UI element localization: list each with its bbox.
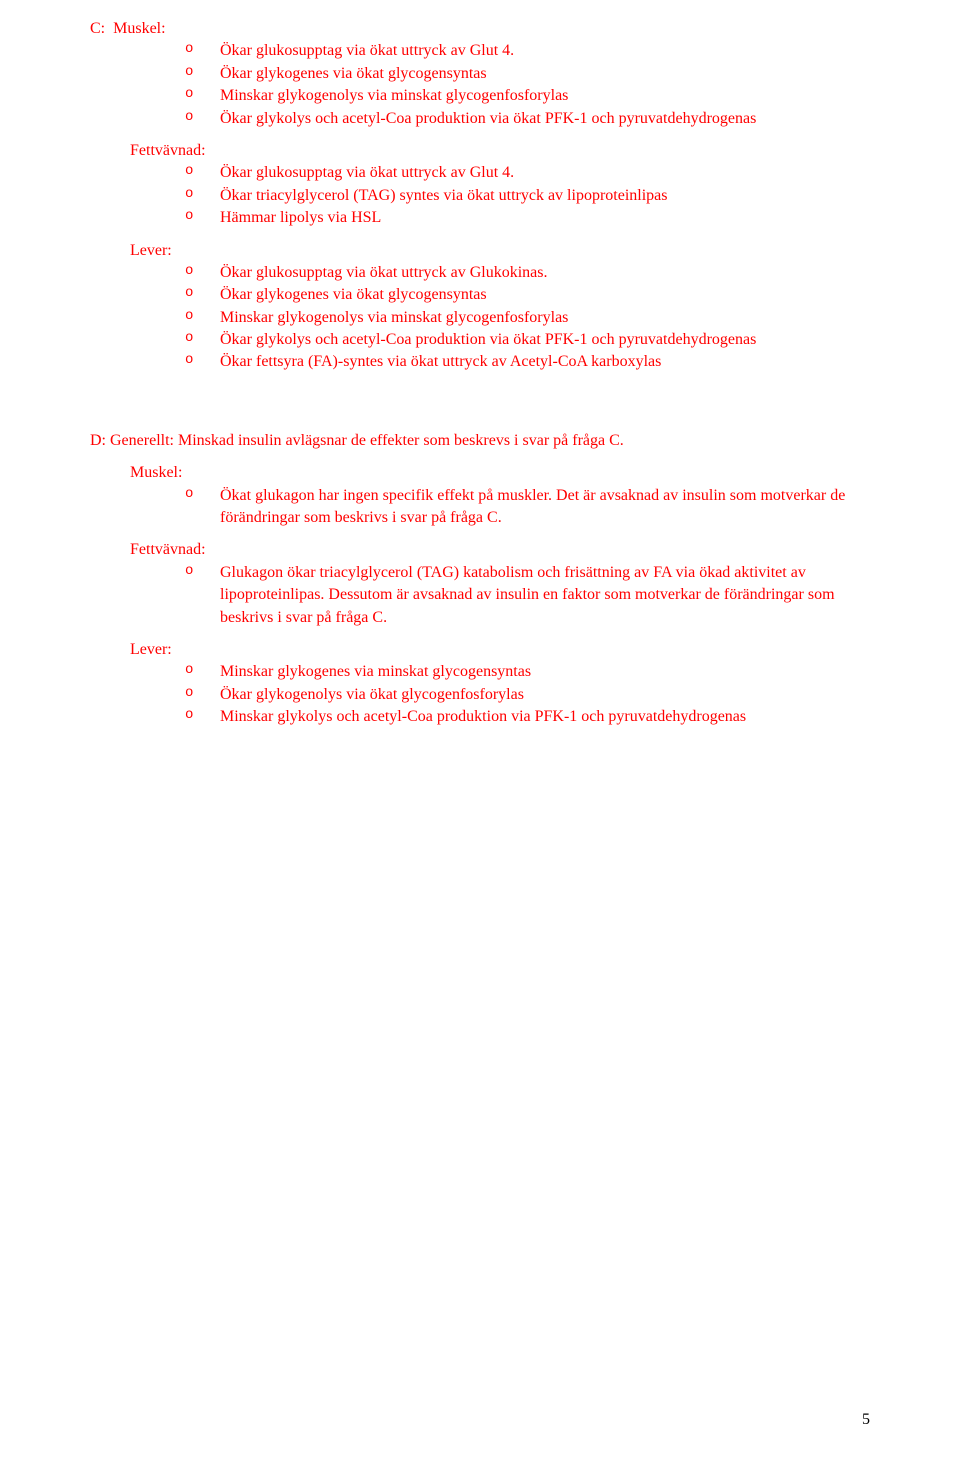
list-item: o Ökar glykogenes via ökat glycogensyntas [90, 63, 870, 85]
bullet-icon: o [185, 63, 193, 83]
section-c-fettvavnad-label: Fettvävnad: [130, 140, 870, 162]
list-item-text: Ökar glukosupptag via ökat uttryck av Gl… [220, 164, 514, 181]
bullet-icon: o [185, 40, 193, 60]
section-d-lever-list: o Minskar glykogenes via minskat glycogen… [90, 661, 870, 728]
list-item: o Ökat glukagon har ingen specifik effekt… [90, 485, 870, 530]
bullet-icon: o [185, 185, 193, 205]
bullet-icon: o [185, 329, 193, 349]
bullet-icon: o [185, 562, 193, 582]
bullet-icon: o [185, 661, 193, 681]
bullet-icon: o [185, 108, 193, 128]
section-c: C: Muskel: o Ökar glukosupptag via ökat u… [90, 18, 870, 374]
list-item-text: Ökar glukosupptag via ökat uttryck av Gl… [220, 264, 548, 281]
list-item-text: Minskar glykogenes via minskat glycogens… [220, 663, 531, 680]
section-c-fettvavnad-list: o Ökar glukosupptag via ökat uttryck av G… [90, 162, 870, 229]
section-d-fettvavnad-label: Fettvävnad: [130, 539, 870, 561]
bullet-icon: o [185, 262, 193, 282]
list-item-text: Glukagon ökar triacylglycerol (TAG) kata… [220, 564, 835, 626]
list-item: o Ökar fettsyra (FA)-syntes via ökat uttr… [90, 351, 870, 373]
list-item-text: Hämmar lipolys via HSL [220, 209, 381, 226]
section-c-lever-list: o Ökar glukosupptag via ökat uttryck av G… [90, 262, 870, 374]
list-item-text: Ökar glykolys och acetyl-Coa produktion … [220, 331, 756, 348]
list-item-text: Ökar glukosupptag via ökat uttryck av Gl… [220, 42, 514, 59]
page-number: 5 [862, 1411, 870, 1429]
section-c-header: C: Muskel: [90, 18, 870, 40]
section-d-muskel-list: o Ökat glukagon har ingen specifik effekt… [90, 485, 870, 530]
list-item: o Minskar glykogenolys via minskat glycog… [90, 85, 870, 107]
bullet-icon: o [185, 485, 193, 505]
document-page: C: Muskel: o Ökar glukosupptag via ökat u… [0, 0, 960, 1479]
section-d-lever-label: Lever: [130, 639, 870, 661]
list-item: o Ökar glukosupptag via ökat uttryck av G… [90, 162, 870, 184]
bullet-icon: o [185, 162, 193, 182]
bullet-icon: o [185, 307, 193, 327]
list-item: o Minskar glykogenes via minskat glycogen… [90, 661, 870, 683]
list-item: o Glukagon ökar triacylglycerol (TAG) kat… [90, 562, 870, 629]
list-item-text: Ökar fettsyra (FA)-syntes via ökat uttry… [220, 353, 661, 370]
list-item-text: Ökat glukagon har ingen specifik effekt … [220, 487, 845, 526]
list-item-text: Ökar glykogenes via ökat glycogensyntas [220, 286, 487, 303]
list-item-text: Ökar triacylglycerol (TAG) syntes via ök… [220, 187, 667, 204]
section-d-fettvavnad-list: o Glukagon ökar triacylglycerol (TAG) kat… [90, 562, 870, 629]
list-item: o Ökar glukosupptag via ökat uttryck av G… [90, 262, 870, 284]
list-item: o Ökar triacylglycerol (TAG) syntes via ö… [90, 185, 870, 207]
section-c-lever-label: Lever: [130, 240, 870, 262]
list-item: o Ökar glykolys och acetyl-Coa produktion… [90, 329, 870, 351]
list-item: o Ökar glukosupptag via ökat uttryck av G… [90, 40, 870, 62]
list-item: o Ökar glykogenes via ökat glycogensyntas [90, 284, 870, 306]
section-d: D: Generellt: Minskad insulin avlägsnar … [90, 430, 870, 729]
bullet-icon: o [185, 85, 193, 105]
list-item: o Hämmar lipolys via HSL [90, 207, 870, 229]
section-c-muskel-label: Muskel: [113, 20, 165, 37]
section-c-label: C: [90, 20, 105, 37]
list-item: o Minskar glykolys och acetyl-Coa produkt… [90, 706, 870, 728]
bullet-icon: o [185, 284, 193, 304]
list-item: o Ökar glykogenolys via ökat glycogenfosf… [90, 684, 870, 706]
section-d-intro: D: Generellt: Minskad insulin avlägsnar … [90, 430, 870, 452]
list-item-text: Ökar glykogenolys via ökat glycogenfosfo… [220, 686, 524, 703]
bullet-icon: o [185, 684, 193, 704]
bullet-icon: o [185, 207, 193, 227]
bullet-icon: o [185, 706, 193, 726]
list-item-text: Ökar glykogenes via ökat glycogensyntas [220, 65, 487, 82]
bullet-icon: o [185, 351, 193, 371]
list-item-text: Ökar glykolys och acetyl-Coa produktion … [220, 110, 756, 127]
list-item: o Minskar glykogenolys via minskat glycog… [90, 307, 870, 329]
list-item: o Ökar glykolys och acetyl-Coa produktion… [90, 108, 870, 130]
list-item-text: Minskar glykogenolys via minskat glycoge… [220, 309, 568, 326]
list-item-text: Minskar glykogenolys via minskat glycoge… [220, 87, 568, 104]
section-c-muskel-list: o Ökar glukosupptag via ökat uttryck av G… [90, 40, 870, 130]
section-d-muskel-label: Muskel: [130, 462, 870, 484]
list-item-text: Minskar glykolys och acetyl-Coa produkti… [220, 708, 746, 725]
